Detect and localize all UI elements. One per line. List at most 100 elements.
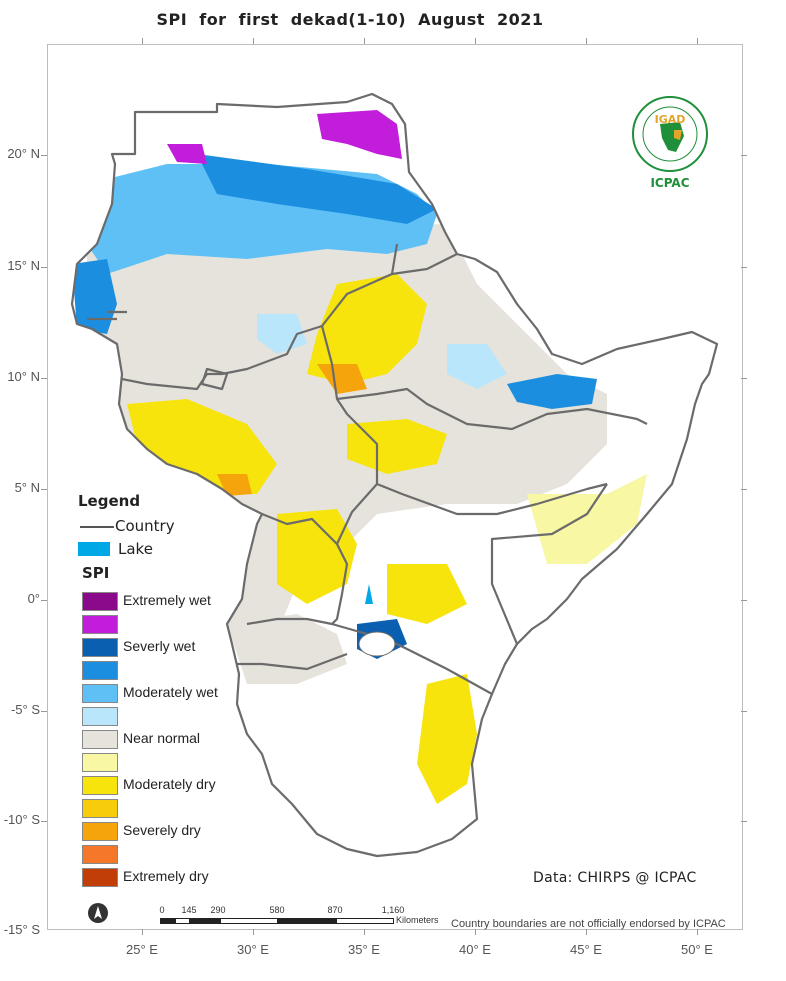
scale-segment [175,918,190,924]
icpac-logo: IGAD ICPAC [630,94,710,194]
legend-class: Near normal [82,730,282,750]
legend-class [82,845,282,865]
lat-tickmark [41,711,47,712]
lat-tickmark [741,711,747,712]
scale-label: 1,160 [381,905,405,915]
lat-tickmark [41,378,47,379]
lon-tickmark [586,38,587,44]
legend-class: Extremely wet [82,592,282,612]
lake-swatch [78,542,110,556]
scale-segment [160,918,175,924]
lon-tick: 25° E [126,942,158,957]
lat-tick: 5° N [14,480,40,495]
class-label: Extremely wet [123,592,211,608]
lon-tickmark [364,929,365,935]
class-swatch [82,753,118,772]
legend-class: Severly wet [82,638,282,658]
lon-tickmark [697,929,698,935]
lon-tick: 30° E [237,942,269,957]
data-source: Data: CHIRPS @ ICPAC [533,870,697,886]
legend-lake: Lake [78,539,278,559]
lon-tickmark [253,929,254,935]
scale-segment [190,918,220,924]
wet-area [197,154,437,224]
class-swatch [82,868,118,887]
lat-tickmark [741,600,747,601]
country-boundaries [70,92,719,858]
lon-tick: 35° E [348,942,380,957]
logo-badge-text: IGAD [655,113,686,126]
lat-tickmark [741,821,747,822]
lake-victoria [358,631,396,657]
lake [365,584,373,604]
lat-tickmark [741,378,747,379]
lon-tickmark [475,929,476,935]
class-label: Moderately dry [123,776,216,792]
legend-country: Country [78,516,278,536]
logo-org-name: ICPAC [650,176,690,190]
lon-tickmark [364,38,365,44]
lat-tickmark [41,489,47,490]
moderately-dry-area [347,419,447,474]
class-label: Severely dry [123,822,201,838]
class-label: Near normal [123,730,201,746]
disclaimer: Country boundaries are not officially en… [451,918,726,930]
class-swatch [82,684,118,703]
lon-tickmark [697,38,698,44]
lat-tickmark [741,155,747,156]
legend-class: Extremely dry [82,868,282,888]
moderately-dry-area [127,399,277,494]
lat-tick: 10° N [7,369,40,384]
lon-tickmark [142,38,143,44]
legend-class [82,707,282,727]
class-label: Moderately wet [123,684,218,700]
moderately-dry-area [307,274,427,384]
lat-tickmark [41,155,47,156]
slightly-dry-area [527,474,647,564]
legend-lake-label: Lake [118,540,153,558]
igad-seal-icon: IGAD [632,96,708,172]
class-swatch [82,776,118,795]
lon-tick: 40° E [459,942,491,957]
lat-tick: 20° N [7,146,40,161]
very-wet-area [317,110,402,159]
lon-tick: 45° E [570,942,602,957]
lat-tick: 0° [27,591,40,606]
class-swatch [82,661,118,680]
wet-area [507,374,597,409]
lat-tickmark [741,489,747,490]
lat-tick: -15° S [3,922,40,937]
scale-label: 290 [210,905,226,915]
legend-country-label: Country [115,517,175,535]
legend-class: Moderately wet [82,684,282,704]
lat-tick: -10° S [3,812,40,827]
legend-spi-title: SPI [82,564,110,582]
very-wet-area [167,144,207,164]
scale-label: 0 [159,905,165,915]
country-line-swatch [80,526,114,528]
scale-segment [220,918,278,924]
class-swatch [82,822,118,841]
lon-tickmark [475,38,476,44]
class-label: Severly wet [123,638,196,654]
class-swatch [82,638,118,657]
severely-dry-area [317,364,367,394]
scale-label: 580 [269,905,285,915]
legend-class: Severely dry [82,822,282,842]
legend-class [82,661,282,681]
lat-tickmark [41,821,47,822]
class-swatch [82,730,118,749]
lat-tick: 15° N [7,258,40,273]
class-swatch [82,592,118,611]
lon-tickmark [142,929,143,935]
class-label: Extremely dry [123,868,209,884]
lat-tick: -5° S [10,702,40,717]
class-swatch [82,799,118,818]
moderately-dry-area [277,509,357,604]
scale-unit: Kilometers [396,915,439,925]
lon-tickmark [253,38,254,44]
legend-class [82,615,282,635]
lon-tick: 50° E [681,942,713,957]
class-swatch [82,707,118,726]
slightly-wet-area [257,314,307,354]
